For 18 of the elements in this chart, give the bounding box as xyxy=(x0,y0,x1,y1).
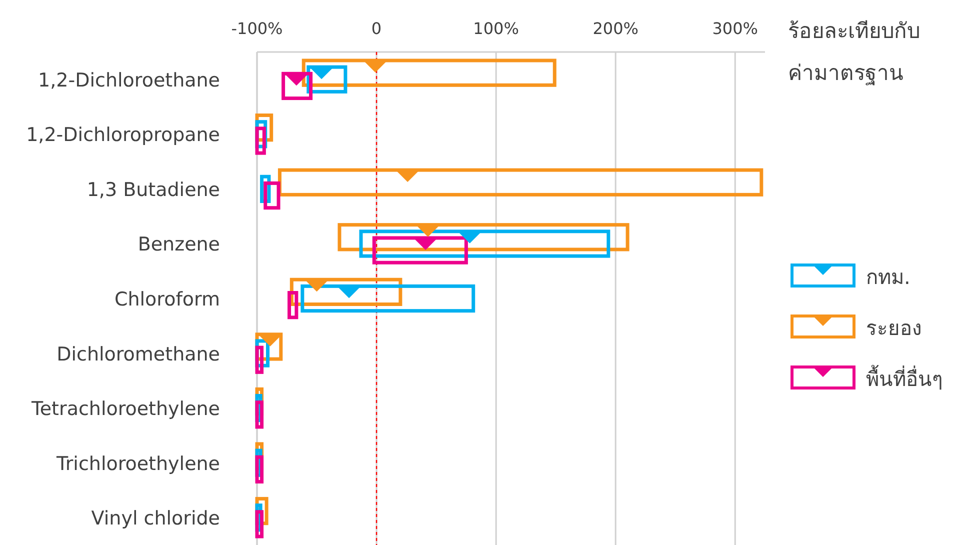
x-tick-label: -100% xyxy=(231,19,283,38)
y-tick-label: 1,2-Dichloropropane xyxy=(26,124,220,146)
x-tick-label: 200% xyxy=(592,19,638,38)
legend-label: ระยอง xyxy=(866,316,922,340)
y-tick-label: 1,2-Dichloroethane xyxy=(38,69,220,92)
y-tick-label: Benzene xyxy=(138,234,220,256)
y-tick-label: Tetrachloroethylene xyxy=(30,398,220,420)
legend-label: พื้นที่อื่นๆ xyxy=(866,365,943,391)
y-tick-label: Chloroform xyxy=(114,288,220,310)
x-tick-label: 300% xyxy=(712,19,758,38)
y-tick-label: Dichloromethane xyxy=(56,343,220,366)
y-tick-label: Trichloroethylene xyxy=(56,452,220,475)
x-tick-label: 100% xyxy=(473,19,519,38)
x-axis-title: ร้อยละเทียบกับค่ามาตรฐาน xyxy=(788,18,921,88)
y-tick-label: 1,3 Butadiene xyxy=(86,178,220,201)
y-tick-label: Vinyl chloride xyxy=(91,508,220,530)
legend-label: กทม. xyxy=(866,265,910,289)
x-tick-label: 0 xyxy=(371,19,382,38)
